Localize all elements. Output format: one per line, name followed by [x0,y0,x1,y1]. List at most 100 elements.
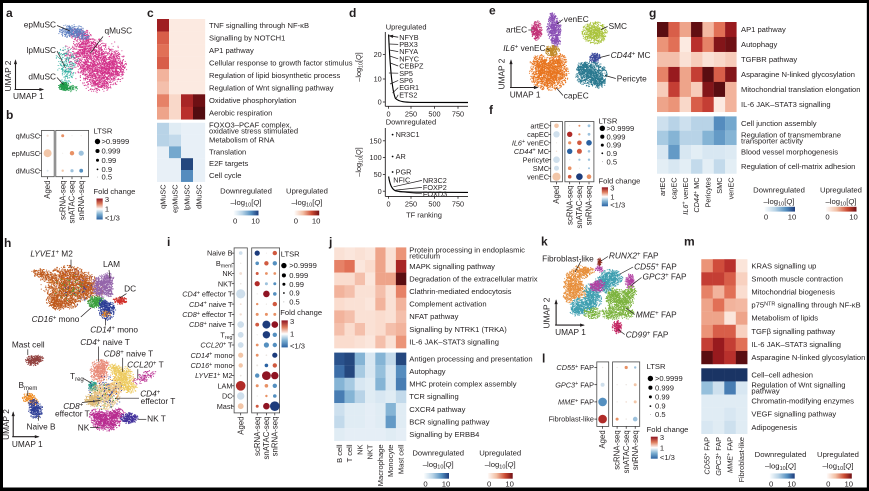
svg-text:Pericyte: Pericyte [523,155,549,164]
svg-text:1: 1 [610,192,614,201]
svg-text:<1/3: <1/3 [660,453,675,462]
svg-text:<1/3: <1/3 [290,342,305,351]
svg-text:CD4+​ naive T: CD4+​ naive T [80,337,130,347]
svg-text:GPC3+​ FAP: GPC3+​ FAP [555,380,594,389]
svg-text:scRNA-seq: scRNA-seq [613,430,622,469]
svg-text:CD44+​ MC: CD44+​ MC [692,178,701,213]
svg-text:dMuSC: dMuSC [28,72,56,82]
svg-text:0: 0 [769,480,773,489]
svg-text:–log10​[Q]: –log10​[Q] [423,460,454,471]
svg-text:CD14+​ mono: CD14+​ mono [190,351,232,360]
svg-text:snATAC-seq: snATAC-seq [68,181,77,224]
svg-text:CEBPZ: CEBPZ [399,62,424,71]
svg-text:0.99: 0.99 [607,141,622,150]
svg-text:3: 3 [660,433,664,442]
svg-text:UMAP 2: UMAP 2 [3,60,13,91]
svg-text:CD8+​ naive T: CD8+​ naive T [104,349,154,359]
svg-text:lpMuSC: lpMuSC [26,45,56,55]
svg-text:Pericytes: Pericytes [704,177,713,207]
svg-text:Regulation of Wnt signalling p: Regulation of Wnt signalling pathway [209,84,334,93]
svg-text:MME+​ FAP: MME+​ FAP [558,398,594,407]
svg-text:Translation: Translation [209,147,246,156]
svg-text:snRNA-seq: snRNA-seq [585,186,594,226]
svg-text:Fold change: Fold change [599,177,641,186]
svg-text:LTSR: LTSR [94,127,113,136]
svg-text:<1/3: <1/3 [105,214,120,223]
svg-text:RUNX2+​ FAP: RUNX2+​ FAP [609,251,659,261]
svg-text:LAM: LAM [217,381,232,390]
svg-text:0.9: 0.9 [102,165,113,174]
svg-text:CD4+​ effector T: CD4+​ effector T [182,290,233,299]
svg-text:0.99: 0.99 [102,156,117,165]
svg-text:Downregulated: Downregulated [753,186,805,195]
svg-text:0: 0 [825,213,829,222]
svg-text:i: i [167,235,170,249]
svg-text:artEC: artEC [506,25,527,35]
svg-text:Signalling by ERBB4: Signalling by ERBB4 [409,430,479,439]
svg-text:50: 50 [374,170,382,179]
svg-text:oxidative stress stimulated: oxidative stress stimulated [209,127,298,136]
svg-text:>0.9999: >0.9999 [655,374,683,383]
svg-text:Mitochondrial translation elon: Mitochondrial translation elongation [741,85,860,94]
svg-text:snRNA-seq: snRNA-seq [631,430,640,470]
svg-text:venEC: venEC [564,14,589,24]
svg-text:>0.9999: >0.9999 [289,261,317,270]
svg-text:1: 1 [105,205,109,214]
svg-text:MAPK signalling pathway: MAPK signalling pathway [409,262,495,271]
svg-text:Fibroblast-like: Fibroblast-like [737,437,746,482]
svg-text:venEC: venEC [726,178,735,200]
svg-text:Autophagy: Autophagy [409,367,446,376]
svg-text:Regulation of Wnt signalling: Regulation of Wnt signalling [751,380,845,389]
svg-text:SP5: SP5 [399,69,413,78]
svg-text:Fibroblast-like: Fibroblast-like [542,254,594,264]
svg-text:Treg​: Treg​ [220,330,232,341]
svg-text:artEC: artEC [658,178,667,197]
svg-text:Autophagy: Autophagy [741,40,778,49]
svg-text:Downregulated: Downregulated [755,450,807,459]
svg-text:Oxidative phosphorylation: Oxidative phosphorylation [209,96,296,105]
svg-text:250: 250 [405,110,417,119]
svg-text:NFYC: NFYC [399,54,419,63]
svg-text:Chromatin-modifying enzymes: Chromatin-modifying enzymes [751,397,854,406]
svg-text:TNF signalling through NF-κB: TNF signalling through NF-κB [209,21,309,30]
svg-text:>0.9999: >0.9999 [607,124,635,133]
svg-text:NR3C1: NR3C1 [396,130,420,139]
svg-text:IL6+​ venEC: IL6+​ venEC [681,178,690,215]
svg-text:lpMuSC: lpMuSC [183,185,192,211]
svg-text:Fold change: Fold change [280,308,322,317]
svg-text:CD4+​: CD4+​ [140,389,161,399]
svg-text:0.5: 0.5 [607,157,618,166]
svg-text:>0.9999: >0.9999 [102,137,130,146]
svg-text:LTSR: LTSR [599,117,618,126]
svg-text:IL6+​ venEC: IL6+​ venEC [512,138,549,147]
svg-text:dMuSC: dMuSC [195,185,204,209]
svg-text:MME+​ FAP: MME+​ FAP [726,437,735,473]
svg-text:Fibroblast-like: Fibroblast-like [549,415,594,424]
svg-text:Blood vessel morphogenesis: Blood vessel morphogenesis [741,148,838,157]
svg-text:0.9: 0.9 [289,289,300,298]
svg-text:0: 0 [487,480,491,489]
svg-text:p75NTR​ signalling through NF-: p75NTR​ signalling through NF-κB [751,301,860,310]
svg-text:DC: DC [222,392,233,401]
svg-text:10: 10 [849,213,858,222]
svg-text:dMuSC: dMuSC [16,166,40,175]
svg-text:IL-6 JAK–STAT3 signalling: IL-6 JAK–STAT3 signalling [751,340,841,349]
svg-text:CD14+​ mono: CD14+​ mono [90,325,138,335]
svg-text:CD4+​ naive T: CD4+​ naive T [189,300,233,309]
svg-text:0.5: 0.5 [102,173,113,182]
svg-text:scRNA-seq: scRNA-seq [253,417,262,456]
svg-text:Upregulated: Upregulated [817,450,859,459]
svg-text:100: 100 [370,153,382,162]
svg-text:e: e [489,4,496,18]
svg-text:capEC: capEC [564,91,589,101]
svg-text:Degradation of the extracellul: Degradation of the extracellular matrix [409,274,538,283]
svg-text:a: a [6,6,13,20]
svg-text:0.9: 0.9 [655,402,666,411]
svg-text:IL-6 JAK–STAT3 signalling: IL-6 JAK–STAT3 signalling [741,100,831,109]
svg-text:750: 750 [452,110,464,119]
svg-text:3: 3 [610,184,614,193]
svg-text:Regulation of lipid biosynthet: Regulation of lipid biosynthetic process [209,71,340,80]
svg-text:Upregulated: Upregulated [820,186,862,195]
svg-text:0.99: 0.99 [289,280,304,289]
svg-text:Cellular response to growth fa: Cellular response to growth factor stimu… [209,58,353,67]
